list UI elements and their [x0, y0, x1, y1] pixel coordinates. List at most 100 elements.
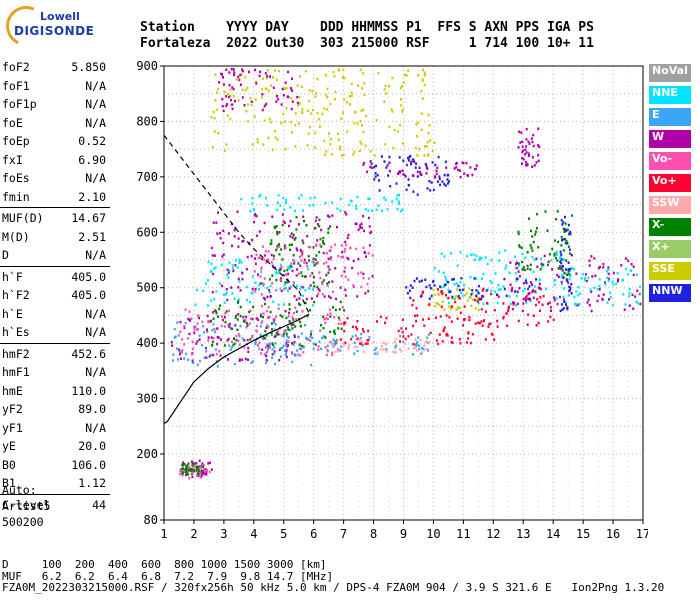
echo-point: [341, 111, 344, 114]
echo-point: [197, 465, 200, 468]
echo-point: [314, 131, 317, 134]
echo-point: [548, 253, 551, 256]
echo-point: [539, 287, 542, 290]
echo-point: [625, 257, 627, 260]
echo-point: [331, 201, 333, 204]
echo-point: [359, 120, 362, 123]
echo-point: [529, 244, 532, 247]
echo-point: [273, 328, 276, 331]
echo-point: [528, 142, 531, 145]
echo-point: [263, 221, 266, 225]
echo-point: [197, 314, 200, 317]
echo-point: [451, 341, 454, 344]
echo-point: [400, 98, 402, 101]
echo-point: [263, 119, 266, 122]
echo-point: [191, 460, 193, 463]
echo-point: [340, 345, 343, 348]
echo-point: [459, 311, 462, 315]
echo-point: [366, 170, 369, 174]
echo-point: [265, 326, 268, 329]
echo-point: [602, 266, 605, 269]
echo-point: [457, 294, 460, 298]
echo-point: [280, 122, 283, 125]
echo-point: [221, 98, 224, 101]
echo-point: [384, 342, 387, 345]
echo-point: [255, 253, 258, 256]
echo-point: [568, 285, 571, 289]
echo-point: [289, 285, 292, 288]
echo-point: [212, 323, 215, 326]
echo-point: [296, 84, 299, 87]
echo-point: [517, 319, 520, 323]
echo-point: [372, 340, 375, 344]
echo-point: [253, 220, 256, 224]
param-name: h`F2: [2, 288, 30, 302]
echo-point: [423, 83, 426, 86]
echo-point: [397, 200, 400, 203]
echo-point: [526, 323, 529, 326]
echo-point: [299, 325, 302, 328]
echo-point: [563, 298, 566, 301]
echo-point: [299, 248, 302, 252]
echo-point: [449, 252, 452, 255]
echo-point: [484, 338, 487, 341]
echo-point: [480, 308, 483, 311]
footer-muf-row: MUF 6.2 6.2 6.4 6.8 7.2 7.9 9.8 14.7 [MH…: [2, 569, 334, 583]
echo-point: [298, 297, 301, 300]
echo-point: [368, 225, 371, 228]
echo-point: [566, 228, 569, 231]
echo-point: [329, 225, 332, 228]
echo-point: [356, 295, 359, 298]
echo-point: [567, 268, 570, 271]
echo-point: [360, 222, 363, 225]
echo-point: [221, 318, 224, 322]
echo-point: [295, 310, 298, 313]
echo-point: [291, 77, 293, 80]
echo-point: [537, 153, 540, 157]
echo-point: [442, 271, 445, 275]
echo-point: [361, 226, 363, 230]
echo-point: [315, 244, 318, 247]
echo-point: [256, 138, 259, 141]
echo-point: [490, 258, 493, 262]
echo-point: [201, 474, 204, 477]
echo-point: [294, 306, 297, 310]
echo-point: [418, 347, 421, 351]
echo-point: [522, 158, 525, 161]
echo-point: [556, 210, 559, 213]
echo-point: [471, 298, 474, 301]
echo-point: [239, 73, 242, 77]
echo-point: [562, 287, 565, 290]
echo-point: [287, 344, 290, 347]
echo-point: [360, 109, 363, 112]
echo-point: [233, 362, 236, 366]
echo-point: [275, 248, 278, 252]
echo-point: [453, 297, 456, 301]
echo-point: [317, 287, 320, 291]
echo-point: [401, 208, 404, 211]
echo-point: [598, 288, 601, 291]
echo-point: [543, 254, 546, 258]
echo-point: [566, 307, 569, 311]
echo-point: [271, 274, 274, 277]
echo-point: [264, 329, 267, 333]
echo-point: [463, 294, 466, 297]
echo-point: [400, 350, 403, 353]
echo-point: [518, 245, 521, 249]
echo-point: [398, 202, 400, 205]
echo-point: [291, 100, 294, 103]
echo-point: [343, 309, 346, 312]
echo-point: [212, 110, 215, 114]
echo-point: [340, 154, 343, 157]
echo-point: [217, 131, 220, 135]
echo-point: [176, 347, 179, 350]
echo-point: [261, 348, 264, 351]
echo-point: [527, 287, 530, 291]
echo-point: [350, 200, 353, 203]
echo-point: [491, 333, 494, 336]
echo-point: [261, 320, 264, 323]
echo-point: [553, 299, 556, 302]
echo-point: [223, 344, 226, 347]
echo-point: [203, 331, 206, 334]
echo-point: [537, 246, 540, 249]
